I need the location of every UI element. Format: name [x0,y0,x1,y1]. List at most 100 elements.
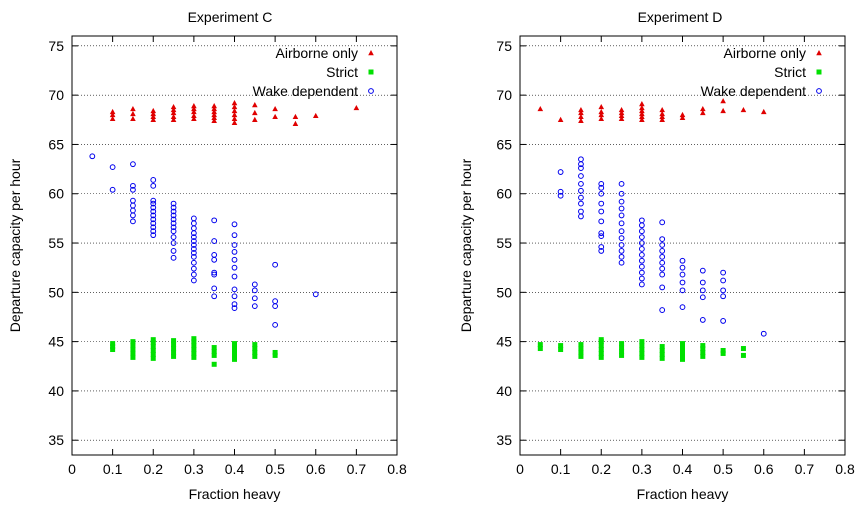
legend-marker [368,50,374,56]
data-point-circle [679,271,686,278]
data-point-circle [211,285,218,292]
data-point-circle [618,205,625,212]
data-point-triangle [191,108,197,115]
chart-title: Experiment C [188,9,273,25]
data-point-circle [170,234,177,241]
data-point-triangle [211,108,217,115]
data-point-square [130,347,136,353]
data-point-circle [190,215,197,222]
data-point-square [232,345,237,351]
data-point-square [130,354,136,360]
data-point-circle [211,256,218,263]
data-point-circle [638,234,645,241]
data-point-circle [557,188,564,195]
data-point-circle [109,186,116,193]
data-point-triangle [170,116,177,122]
data-point-circle [598,218,605,225]
data-point-square [252,353,258,359]
data-point-square [171,338,177,344]
data-point-circle [638,222,645,229]
data-point-square [619,345,625,351]
data-point-square [150,347,156,353]
data-point-triangle [618,115,625,122]
data-point-circle [170,254,177,261]
data-point-circle [130,197,136,204]
data-point-square [659,344,665,350]
data-point-triangle [191,112,197,119]
data-point-triangle [231,103,238,110]
data-point-circle [130,161,136,168]
data-point-circle [130,207,136,214]
data-point-square [272,349,278,355]
data-point-circle [638,240,645,246]
data-point-circle [659,265,666,272]
y-tick-label: 50 [48,284,64,300]
data-point-square [110,341,116,347]
data-point-circle [598,184,605,191]
data-point-square [558,343,564,349]
data-point-triangle [639,116,645,122]
y-tick-label: 55 [48,235,64,251]
data-point-triangle [109,111,116,118]
data-point-triangle [170,106,177,113]
data-point-circle [578,180,584,187]
data-point-circle [150,224,157,231]
data-point-square [700,349,706,355]
data-point-circle [557,192,564,199]
x-tick-label: 0.1 [103,461,123,477]
data-point-triangle [211,111,217,118]
data-point-square [639,339,645,345]
data-point-circle [659,307,666,313]
data-point-triangle [211,114,217,121]
data-point-circle [150,177,157,183]
data-point-circle [130,182,136,189]
data-point-square [537,342,543,348]
data-point-circle [659,242,666,248]
data-point-square [639,343,645,349]
x-tick-label: 0.3 [184,461,204,477]
x-tick-label: 0.7 [795,461,815,477]
chart-panel-1: 35 40 45 50 55 60 65 70 75 0 0.1 0.2 0.3 0.4 0.5 0.6 0.7… [7,9,407,502]
data-point-triangle [639,107,645,114]
data-point-square [191,354,197,360]
data-point-circle [251,281,258,288]
data-point-triangle [659,113,665,120]
data-point-square [191,350,197,356]
data-point-circle [618,212,625,219]
data-point-circle [679,304,686,311]
data-point-circle [251,303,258,310]
data-point-triangle [578,109,584,116]
data-point-circle [190,249,197,256]
data-point-circle [659,259,666,266]
data-point-square [130,343,136,349]
data-point-circle [190,238,197,244]
data-point-circle [720,269,727,276]
data-point-circle [170,248,177,254]
data-point-square [680,356,685,362]
plot-frame [71,35,398,456]
legend-marker [816,69,822,75]
data-point-circle [699,287,706,294]
data-point-circle [231,305,238,312]
y-tick-label: 50 [496,284,512,300]
data-point-circle [638,257,645,264]
data-point-circle [638,263,645,270]
data-point-triangle [211,117,217,123]
data-point-circle [598,208,605,215]
data-point-square [700,343,706,349]
data-point-circle [190,242,197,248]
data-point-circle [699,279,706,286]
data-point-circle [190,253,197,260]
y-tick-label: 65 [48,136,64,152]
data-point-circle [720,277,727,284]
data-point-circle [598,230,605,237]
data-point-circle [190,277,197,284]
data-point-triangle [170,113,177,120]
chart-panel-2: 35 40 45 50 55 60 65 70 75 0 0.1 0.2 0.3 0.4 0.5 0.6 0.7… [458,9,855,502]
data-point-circle [150,232,157,239]
data-point-triangle [598,103,605,110]
data-point-circle [251,287,258,294]
x-tick-label: 0 [516,461,524,477]
data-point-circle [578,165,584,172]
